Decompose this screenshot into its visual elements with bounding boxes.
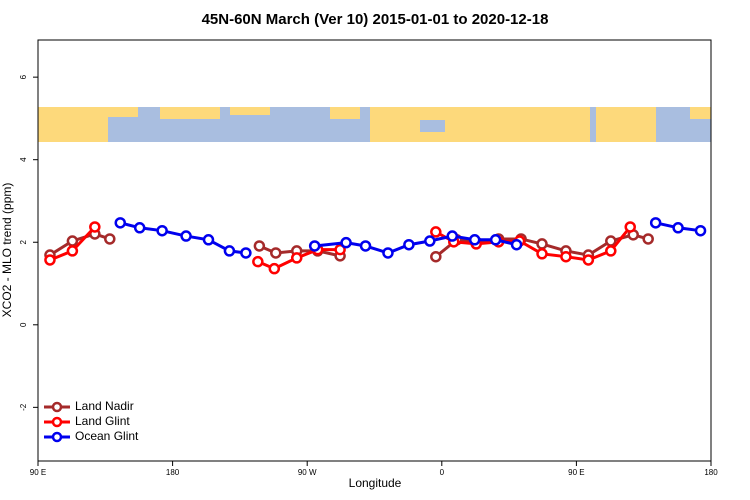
data-point xyxy=(66,245,79,257)
data-point xyxy=(605,245,617,257)
data-point xyxy=(340,236,352,249)
data-point xyxy=(290,252,303,264)
x-tick-label: 90 E xyxy=(568,468,584,477)
data-point xyxy=(223,245,236,257)
data-point xyxy=(104,233,116,245)
data-point xyxy=(672,222,684,234)
legend-label: Land Glint xyxy=(75,414,130,428)
data-point xyxy=(624,221,636,233)
chart-title: 45N-60N March (Ver 10) 2015-01-01 to 202… xyxy=(202,11,549,28)
data-point xyxy=(359,240,372,252)
data-point xyxy=(89,221,101,233)
data-point xyxy=(308,240,321,252)
y-tick-label: 6 xyxy=(19,74,28,79)
x-tick-label: 90 W xyxy=(298,468,317,477)
data-point xyxy=(180,230,192,242)
data-point xyxy=(582,254,595,266)
legend-label: Ocean Glint xyxy=(75,429,139,443)
data-point xyxy=(489,234,502,246)
data-point xyxy=(560,250,572,263)
data-point xyxy=(649,217,662,229)
legend-marker xyxy=(51,431,63,443)
legend-marker xyxy=(51,401,63,413)
data-point xyxy=(268,262,281,275)
x-axis-label: Longitude xyxy=(349,476,402,490)
x-tick-label: 180 xyxy=(166,468,180,477)
data-point xyxy=(403,238,415,251)
data-point xyxy=(468,234,481,246)
data-point xyxy=(202,234,215,246)
data-point xyxy=(382,247,394,259)
legend-label: Land Nadir xyxy=(75,399,134,413)
data-point xyxy=(114,217,127,229)
data-point xyxy=(446,230,459,242)
data-point xyxy=(430,226,442,238)
legend-marker xyxy=(51,416,63,428)
data-point xyxy=(270,247,282,259)
data-point xyxy=(240,247,252,259)
data-point xyxy=(252,255,264,268)
data-point xyxy=(430,250,442,263)
map-band xyxy=(38,107,711,142)
data-point xyxy=(510,238,523,251)
data-point xyxy=(536,238,548,250)
data-point xyxy=(253,240,266,252)
data-point xyxy=(424,235,436,247)
plot-frame xyxy=(37,39,712,462)
data-point xyxy=(536,248,548,260)
x-tick-label: 180 xyxy=(704,468,718,477)
data-point xyxy=(334,243,346,256)
data-point xyxy=(156,224,168,237)
y-tick-label: 0 xyxy=(19,322,28,327)
y-tick-label: -2 xyxy=(19,403,28,411)
data-point xyxy=(66,235,79,247)
data-point xyxy=(694,224,707,237)
x-tick-label: 90 E xyxy=(30,468,46,477)
y-axis-label: XCO2 - MLO trend (ppm) xyxy=(0,183,14,318)
x-tick-label: 0 xyxy=(440,468,445,477)
data-point xyxy=(133,222,146,234)
y-tick-label: 2 xyxy=(19,239,28,244)
data-point xyxy=(44,254,56,266)
data-point xyxy=(642,233,654,245)
y-tick-label: 4 xyxy=(19,157,28,162)
data-point xyxy=(605,235,617,247)
